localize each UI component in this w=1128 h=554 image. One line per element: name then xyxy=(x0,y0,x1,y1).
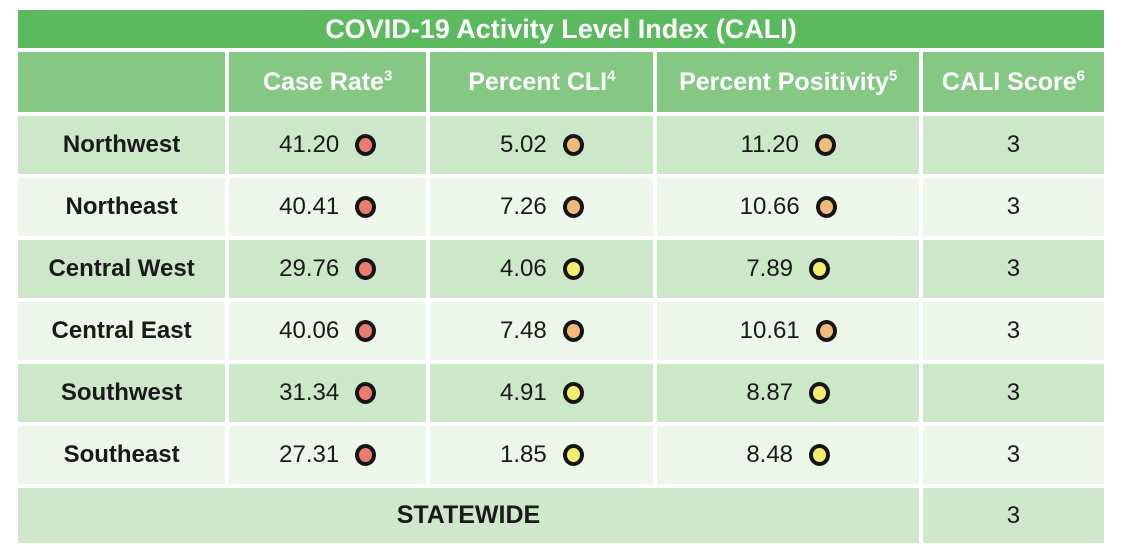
status-dot xyxy=(562,258,584,280)
footnote-marker: 3 xyxy=(383,67,393,85)
column-header-cali-score: CALI Score6 xyxy=(922,52,1104,112)
status-dot xyxy=(809,382,831,404)
percent-positivity-value: 10.66 xyxy=(739,193,800,220)
status-dot xyxy=(562,444,584,466)
percent-cli-value: 4.06 xyxy=(499,255,547,282)
status-dot xyxy=(562,382,584,404)
percent-positivity-cell: 10.61 xyxy=(657,302,919,360)
percent-positivity-cell: 8.87 xyxy=(657,364,919,422)
cali-table: COVID-19 Activity Level Index (CALI) Cas… xyxy=(14,6,1108,547)
status-dot xyxy=(815,320,837,342)
status-dot xyxy=(809,258,831,280)
percent-cli-cell: 5.02 xyxy=(430,116,654,174)
column-header-case-rate: Case Rate3 xyxy=(229,52,427,112)
percent-positivity-value: 11.20 xyxy=(740,131,799,158)
case-rate-value: 29.76 xyxy=(279,255,340,282)
case-rate-cell: 29.76 xyxy=(229,240,427,298)
footnote-marker: 6 xyxy=(1076,67,1085,85)
cali-score-value: 3 xyxy=(922,426,1104,484)
column-header-region xyxy=(18,52,226,112)
cali-score-value: 3 xyxy=(922,364,1104,422)
status-dot xyxy=(809,444,831,466)
case-rate-value: 27.31 xyxy=(279,441,340,468)
case-rate-value: 40.06 xyxy=(279,317,340,344)
percent-positivity-cell: 11.20 xyxy=(657,116,919,174)
status-dot xyxy=(562,134,584,156)
header-row: Case Rate3 Percent CLI4 Percent Positivi… xyxy=(18,52,1104,112)
percent-positivity-value: 10.61 xyxy=(739,317,800,344)
case-rate-value: 40.41 xyxy=(279,193,340,220)
status-dot xyxy=(355,196,377,218)
table-row-northwest: Northwest 41.20 5.02 11.20 3 xyxy=(18,116,1104,174)
table-row-southeast: Southeast 27.31 1.85 8.48 3 xyxy=(18,426,1104,484)
percent-positivity-cell: 8.48 xyxy=(657,426,919,484)
case-rate-cell: 40.41 xyxy=(229,178,427,236)
case-rate-value: 41.20 xyxy=(279,131,340,158)
table-row-central-east: Central East 40.06 7.48 10.61 3 xyxy=(18,302,1104,360)
region-label: Northeast xyxy=(18,178,226,236)
percent-cli-value: 7.26 xyxy=(499,193,547,220)
status-dot xyxy=(355,134,377,156)
title-row: COVID-19 Activity Level Index (CALI) xyxy=(18,10,1104,48)
percent-positivity-cell: 7.89 xyxy=(657,240,919,298)
column-header-label: Percent Positivity xyxy=(679,67,889,96)
cali-score-value: 3 xyxy=(922,302,1104,360)
footnote-marker: 4 xyxy=(607,67,616,85)
case-rate-cell: 27.31 xyxy=(229,426,427,484)
footnote-marker: 5 xyxy=(888,67,898,85)
table-title: COVID-19 Activity Level Index (CALI) xyxy=(18,10,1104,48)
column-header-percent-positivity: Percent Positivity5 xyxy=(657,52,919,112)
case-rate-cell: 41.20 xyxy=(229,116,427,174)
region-label: Central West xyxy=(18,240,226,298)
region-label: Southeast xyxy=(18,426,226,484)
percent-positivity-value: 7.89 xyxy=(746,255,794,282)
cali-score-value: 3 xyxy=(922,178,1104,236)
region-label: Northwest xyxy=(18,116,226,174)
status-dot xyxy=(355,320,377,342)
region-label: Southwest xyxy=(18,364,226,422)
column-header-percent-cli: Percent CLI4 xyxy=(430,52,654,112)
cali-score-value: 3 xyxy=(922,116,1104,174)
status-dot xyxy=(355,382,377,404)
percent-cli-value: 4.91 xyxy=(499,379,547,406)
table-row-central-west: Central West 29.76 4.06 7.89 3 xyxy=(18,240,1104,298)
column-header-label: Case Rate xyxy=(263,67,384,96)
percent-cli-cell: 7.26 xyxy=(430,178,654,236)
status-dot xyxy=(355,258,377,280)
table-row-northeast: Northeast 40.41 7.26 10.66 3 xyxy=(18,178,1104,236)
percent-cli-cell: 4.06 xyxy=(430,240,654,298)
region-label: Central East xyxy=(18,302,226,360)
statewide-label: STATEWIDE xyxy=(18,488,919,543)
case-rate-cell: 40.06 xyxy=(229,302,427,360)
table-row-southwest: Southwest 31.34 4.91 8.87 3 xyxy=(18,364,1104,422)
percent-cli-value: 1.85 xyxy=(499,441,547,468)
percent-cli-cell: 4.91 xyxy=(430,364,654,422)
percent-positivity-cell: 10.66 xyxy=(657,178,919,236)
case-rate-value: 31.34 xyxy=(279,379,340,406)
percent-cli-value: 5.02 xyxy=(499,131,547,158)
status-dot xyxy=(355,444,377,466)
status-dot xyxy=(562,196,584,218)
case-rate-cell: 31.34 xyxy=(229,364,427,422)
status-dot xyxy=(814,134,836,156)
percent-cli-value: 7.48 xyxy=(499,317,547,344)
statewide-row: STATEWIDE 3 xyxy=(18,488,1104,543)
cali-score-value: 3 xyxy=(922,240,1104,298)
column-header-label: CALI Score xyxy=(941,67,1077,96)
percent-cli-cell: 1.85 xyxy=(430,426,654,484)
status-dot xyxy=(815,196,837,218)
percent-positivity-value: 8.87 xyxy=(746,379,794,406)
statewide-cali-score: 3 xyxy=(922,488,1104,543)
status-dot xyxy=(562,320,584,342)
column-header-label: Percent CLI xyxy=(468,67,608,96)
percent-positivity-value: 8.48 xyxy=(746,441,794,468)
percent-cli-cell: 7.48 xyxy=(430,302,654,360)
